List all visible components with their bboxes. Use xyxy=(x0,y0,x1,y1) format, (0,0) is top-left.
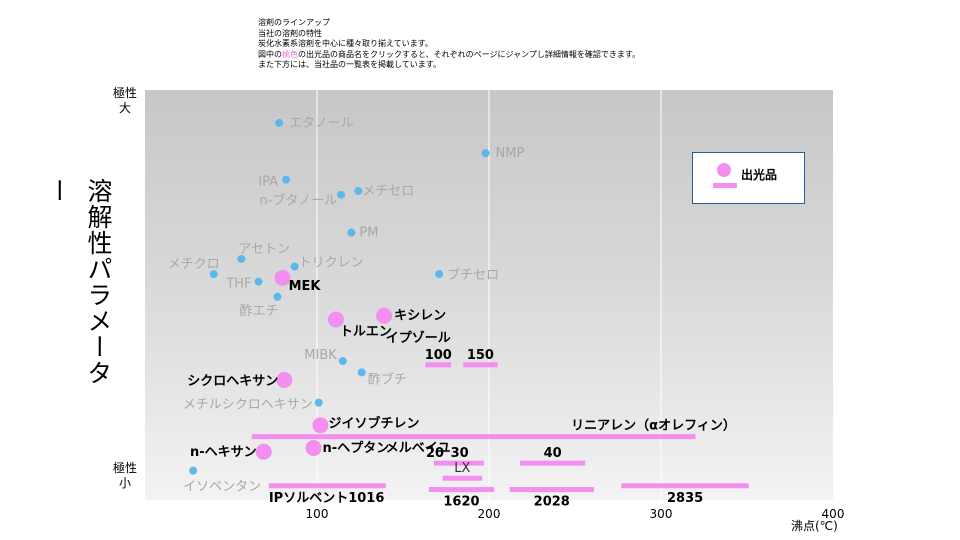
range-bar xyxy=(425,362,452,368)
solvent-point xyxy=(314,398,323,407)
x-tick-label: 100 xyxy=(306,507,329,521)
range-label: 100 xyxy=(425,348,452,363)
range-label: 1620 xyxy=(443,495,479,510)
range-label: 30 xyxy=(451,446,469,461)
solvent-point xyxy=(338,357,347,366)
range-label: 40 xyxy=(544,446,562,461)
solvent-point xyxy=(275,118,284,127)
intro-line-4-pre: 図中の xyxy=(258,49,282,59)
legend-label: 出光品 xyxy=(741,168,778,182)
y-bottom-label-1: 極性 xyxy=(112,461,137,475)
intro-line-3: 炭化水素系溶剤を中心に種々取り揃えています。 xyxy=(258,39,433,48)
range-bar xyxy=(251,434,696,440)
solvent-label: 酢エチ xyxy=(239,304,278,319)
idemitsu-label: MEK xyxy=(289,279,322,294)
idemitsu-point xyxy=(312,417,329,434)
solvent-label: n-ブタノール xyxy=(260,193,338,209)
solvent-point xyxy=(354,186,363,195)
y-top-label-1: 極性 xyxy=(112,86,137,100)
range-label: LX xyxy=(454,461,470,476)
y-axis-label: 溶解性パラメーター xyxy=(44,178,113,386)
idemitsu-label: n-ヘプタン xyxy=(323,441,390,456)
solvent-label: アセトン xyxy=(238,242,290,257)
range-bar xyxy=(463,362,498,368)
range-bar xyxy=(433,460,459,466)
ipzol-label: イプゾール xyxy=(386,330,451,346)
x-tick-label: 400 xyxy=(822,507,845,521)
legend-dot-marker xyxy=(717,163,731,177)
intro-line-4: 図中の桃色の出光品の商品名をクリックすると、それぞれのページにジャンプし詳細情報… xyxy=(258,50,640,61)
range-label: 2835 xyxy=(667,491,703,506)
range-bar xyxy=(442,475,483,481)
intro-text: 溶剤のラインアップ 当社の溶剤の特性 炭化水素系溶剤を中心に種々取り揃えています… xyxy=(258,18,640,71)
legend-bar-marker xyxy=(713,183,737,188)
solvent-point xyxy=(347,228,356,237)
x-axis-label: 沸点(℃) xyxy=(791,519,838,533)
range-bar xyxy=(268,483,386,489)
solvent-label: メチルシクロヘキサン xyxy=(183,398,313,413)
range-label: 150 xyxy=(467,348,494,363)
idemitsu-point xyxy=(376,307,393,324)
idemitsu-point xyxy=(276,371,293,388)
range-bar xyxy=(509,487,594,493)
idemitsu-label: トルエン xyxy=(340,324,392,339)
range-label: IPソルベント1016 xyxy=(269,491,385,506)
solvent-point xyxy=(273,292,282,301)
intro-line-5: また下方には、当社品の一覧表を掲載しています。 xyxy=(258,60,441,69)
solvent-label: エタノール xyxy=(289,116,354,131)
solvent-label: メチクロ xyxy=(168,257,220,272)
idemitsu-label: n-ヘキサン xyxy=(190,445,257,460)
range-label: 20 xyxy=(426,446,444,461)
solvent-point xyxy=(209,270,218,279)
solvent-label: PM xyxy=(359,226,378,241)
idemitsu-label: シクロヘキサン xyxy=(187,374,278,389)
solvent-point xyxy=(189,466,198,475)
y-top-label-2: 大 xyxy=(118,101,131,115)
solvent-label: トリクレン xyxy=(299,256,364,271)
y-bottom-label: 極性 小 xyxy=(108,461,142,491)
solvent-point xyxy=(254,277,263,286)
intro-line-2: 当社の溶剤の特性 xyxy=(258,28,322,38)
melvail-label: メルベイユ xyxy=(386,441,451,456)
idemitsu-point xyxy=(305,439,322,456)
solvent-label: MIBK xyxy=(304,348,337,363)
solvent-label: THF xyxy=(225,277,251,292)
legend: 出光品 xyxy=(692,152,805,204)
solvent-point xyxy=(481,149,490,158)
range-label: リニアレン（αオレフィン） xyxy=(571,418,736,434)
solvent-label: メチセロ xyxy=(362,184,414,199)
solvent-point xyxy=(290,262,299,271)
range-label: 2028 xyxy=(534,495,570,510)
idemitsu-point xyxy=(327,311,344,328)
y-bottom-label-2: 小 xyxy=(118,476,131,490)
solvent-label: IPA xyxy=(258,175,278,190)
intro-line-1: 溶剤のラインアップ xyxy=(258,18,330,27)
intro-line-4-post: の出光品の商品名をクリックすると、それぞれのページにジャンプし詳細情報を確認でき… xyxy=(298,49,641,59)
solvent-label: イソペンタン xyxy=(183,480,261,495)
idemitsu-label: ジイソブチレン xyxy=(328,415,419,431)
solvent-label: NMP xyxy=(496,146,525,161)
solvent-point xyxy=(237,254,246,263)
idemitsu-point xyxy=(274,269,291,286)
solvent-point xyxy=(282,175,291,184)
solvent-point xyxy=(435,270,444,279)
intro-highlight: 桃色 xyxy=(282,49,298,59)
solvent-label: ブチセロ xyxy=(447,267,499,283)
y-top-label: 極性 大 xyxy=(108,86,142,116)
range-bar xyxy=(428,487,495,493)
idemitsu-label: キシレン xyxy=(394,309,446,324)
solvent-point xyxy=(337,190,346,199)
x-tick-label: 200 xyxy=(478,507,501,521)
range-bar xyxy=(621,483,749,489)
range-bar xyxy=(519,460,586,466)
x-tick-label: 300 xyxy=(650,507,673,521)
solvent-point xyxy=(357,368,366,377)
solvent-label: 酢ブチ xyxy=(368,371,407,387)
idemitsu-point xyxy=(255,443,272,460)
range-bar xyxy=(454,460,484,466)
